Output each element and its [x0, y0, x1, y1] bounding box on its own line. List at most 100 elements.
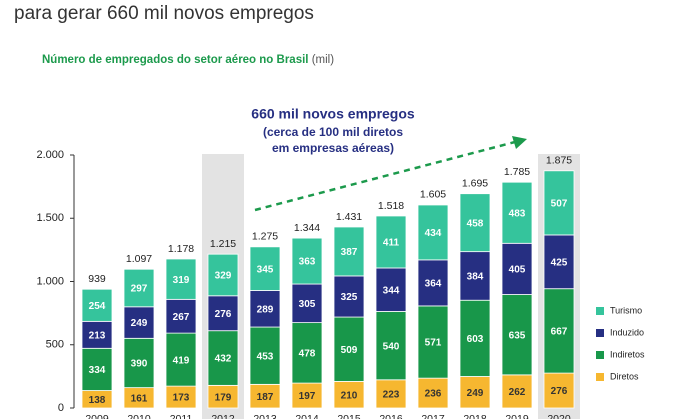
- value-label: 458: [467, 218, 484, 229]
- value-label: 667: [551, 327, 568, 338]
- value-label: 345: [257, 264, 274, 275]
- bar-segment: [291, 382, 323, 409]
- bar-segment: [333, 381, 365, 409]
- bar-segment: [123, 268, 155, 308]
- value-label: 161: [131, 393, 148, 404]
- legend-swatch: [596, 329, 604, 337]
- value-label: 138: [89, 395, 106, 406]
- subtitle-text: Número de empregados do setor aéreo no B…: [42, 54, 309, 66]
- bar-segment: [165, 258, 197, 300]
- value-label: 384: [467, 272, 484, 283]
- bar-segment: [375, 267, 407, 312]
- bar-segment: [375, 311, 407, 381]
- total-label: 1.431: [336, 211, 362, 223]
- value-label: 223: [383, 390, 400, 401]
- value-label: 249: [467, 388, 484, 399]
- x-tick-label: 2009: [85, 413, 109, 419]
- bar-segment: [207, 253, 239, 297]
- bar-segment: [459, 376, 491, 409]
- bar-segment: [459, 299, 491, 377]
- value-label: 509: [341, 345, 358, 356]
- y-tick-label: 1.000: [36, 275, 64, 287]
- value-label: 187: [257, 392, 274, 403]
- bar-segment: [123, 337, 155, 389]
- annotation-title: 660 mil novos empregos: [251, 106, 415, 122]
- legend-swatch: [596, 373, 604, 381]
- value-label: 390: [131, 359, 148, 370]
- value-label: 276: [551, 386, 568, 397]
- y-tick-label: 1.500: [36, 212, 64, 224]
- bar-segment: [543, 234, 575, 290]
- bar-segment: [333, 275, 365, 318]
- bar-segment: [501, 374, 533, 409]
- value-label: 213: [89, 330, 106, 341]
- bar-segment: [333, 316, 365, 382]
- bar-segment: [123, 306, 155, 339]
- value-label: 364: [425, 279, 442, 290]
- total-label: 1.518: [378, 200, 404, 212]
- legend-label: Indiretos: [610, 349, 645, 359]
- bar-segment: [81, 347, 113, 391]
- bar-segment: [207, 295, 239, 332]
- bar-segment: [459, 251, 491, 301]
- x-tick-label: 2017: [421, 413, 445, 419]
- bar-segment: [543, 372, 575, 409]
- value-label: 411: [383, 238, 400, 249]
- value-label: 344: [383, 285, 400, 296]
- x-tick-label: 2016: [379, 413, 403, 419]
- legend-label: Turismo: [610, 305, 642, 315]
- value-label: 453: [257, 351, 274, 362]
- value-label: 329: [215, 271, 232, 282]
- value-label: 540: [383, 341, 400, 352]
- total-label: 1.097: [126, 253, 152, 265]
- value-label: 210: [341, 390, 358, 401]
- x-tick-label: 2014: [295, 413, 319, 419]
- legend-label: Induzido: [610, 327, 644, 337]
- bar-segment: [249, 290, 281, 328]
- bar-segment: [501, 294, 533, 376]
- legend-label: Diretos: [610, 371, 639, 381]
- value-label: 276: [215, 309, 232, 320]
- chart-subtitle: Número de empregados do setor aéreo no B…: [42, 54, 334, 66]
- total-label: 1.344: [294, 222, 320, 234]
- value-label: 635: [509, 330, 526, 341]
- bar-segment: [417, 204, 449, 261]
- trend-arrow: [254, 140, 516, 212]
- value-label: 334: [89, 365, 106, 376]
- value-label: 603: [467, 334, 484, 345]
- value-label: 483: [509, 208, 526, 219]
- x-tick-label: 2020: [547, 413, 571, 419]
- bar-segment: [291, 283, 323, 324]
- value-label: 289: [257, 304, 274, 315]
- value-label: 173: [173, 393, 190, 404]
- subtitle-unit: (mil): [312, 54, 335, 66]
- bar-segment: [291, 237, 323, 285]
- y-tick-label: 500: [46, 339, 64, 351]
- x-tick-label: 2015: [337, 413, 361, 419]
- bar-segment: [375, 215, 407, 269]
- total-label: 1.695: [462, 177, 488, 189]
- value-label: 254: [89, 301, 106, 312]
- bar-segment: [543, 170, 575, 236]
- value-label: 236: [425, 389, 442, 400]
- x-tick-label: 2013: [253, 413, 277, 419]
- value-label: 297: [131, 284, 148, 295]
- value-label: 571: [425, 338, 442, 349]
- value-label: 405: [509, 265, 526, 276]
- value-label: 434: [425, 228, 442, 239]
- total-label: 1.605: [420, 189, 446, 201]
- x-tick-label: 2018: [463, 413, 487, 419]
- bar-segment: [333, 226, 365, 277]
- bar-segment: [417, 305, 449, 379]
- x-tick-label: 2010: [127, 413, 151, 419]
- legend-swatch: [596, 307, 604, 315]
- value-label: 419: [173, 355, 190, 366]
- value-label: 262: [509, 387, 526, 398]
- value-label: 197: [299, 391, 316, 402]
- chart-title: para gerar 660 mil novos empregos: [14, 3, 314, 24]
- bar-segment: [459, 193, 491, 253]
- value-label: 363: [299, 257, 316, 268]
- value-label: 507: [551, 199, 568, 210]
- total-label: 1.875: [546, 155, 572, 167]
